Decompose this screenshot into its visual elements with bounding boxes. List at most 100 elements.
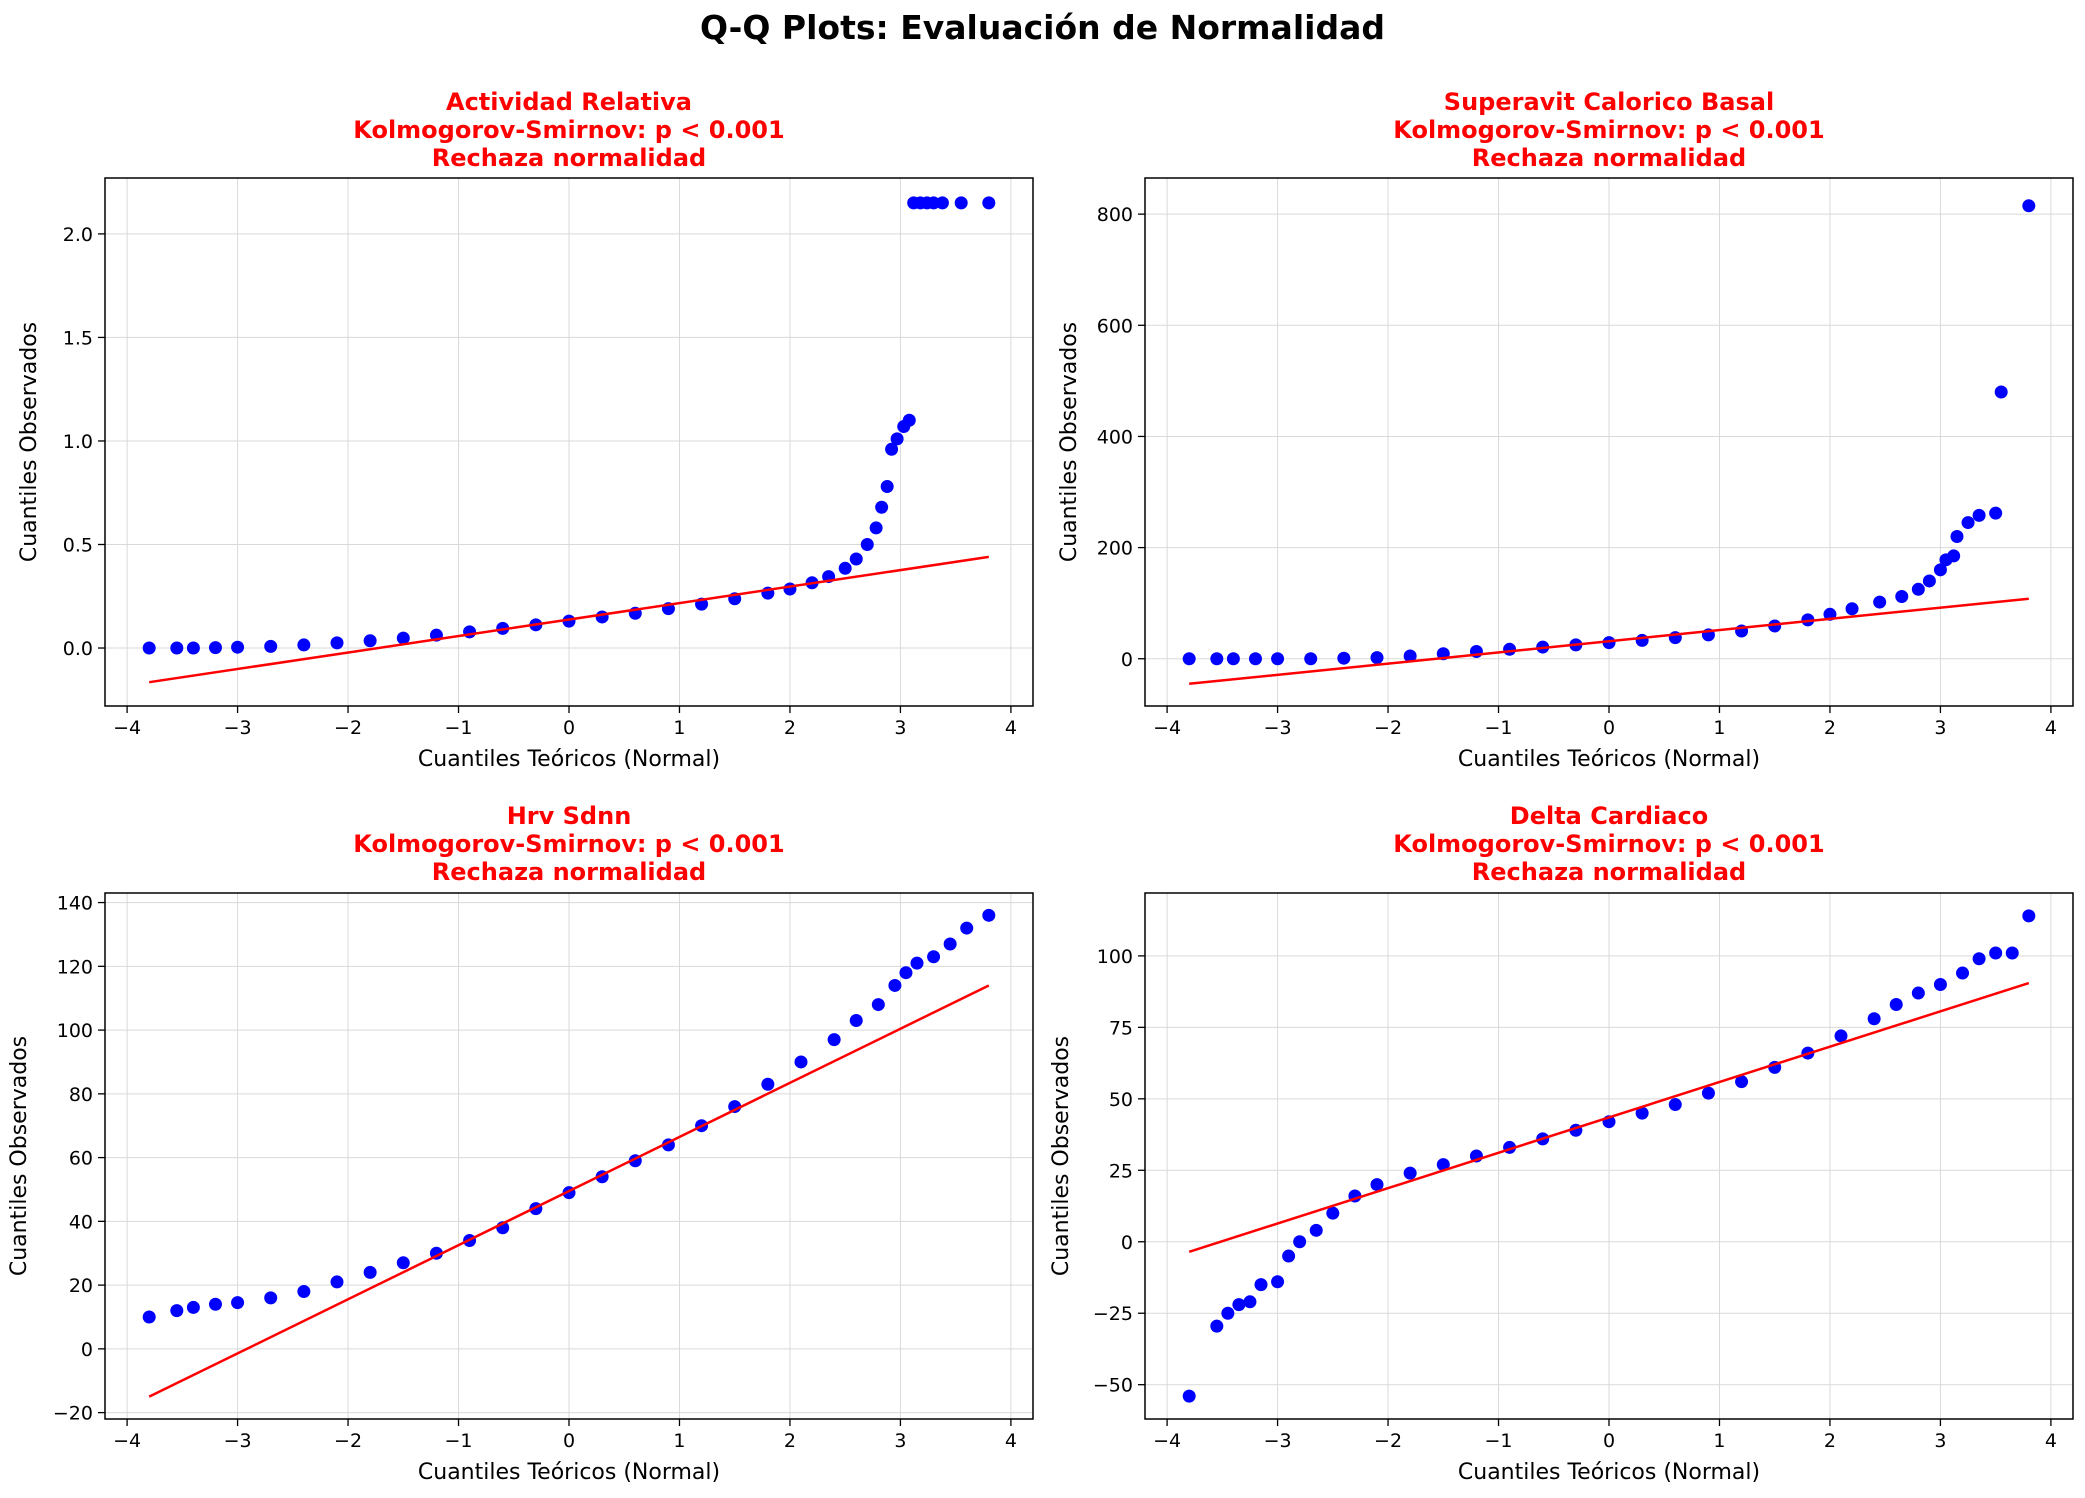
data-point	[1226, 652, 1240, 666]
data-point	[1182, 652, 1196, 666]
data-point	[1873, 595, 1887, 609]
data-point	[910, 956, 924, 970]
x-tick-label: 1	[1713, 717, 1725, 739]
data-point	[2022, 909, 2036, 923]
y-tick-label: 60	[69, 1148, 93, 1170]
data-point	[888, 978, 902, 992]
y-tick-label: 100	[1097, 946, 1133, 968]
qq-panel-superavit-calorico-basal: Superavit Calorico BasalKolmogorov-Smirn…	[1057, 88, 2074, 772]
reference-line	[148, 984, 990, 1398]
data-point	[186, 641, 200, 655]
data-point	[142, 1310, 156, 1324]
panel-title-line: Rechaza normalidad	[1472, 144, 1746, 172]
panel-title-line: Rechaza normalidad	[1472, 858, 1746, 886]
x-tick-label: −2	[1374, 717, 1402, 739]
y-axis-label: Cuantiles Observados	[1049, 1036, 1074, 1276]
data-point	[1602, 636, 1616, 650]
data-point	[330, 1275, 344, 1289]
data-point	[1895, 590, 1909, 604]
data-point	[1956, 966, 1970, 980]
data-point	[1182, 1389, 1196, 1403]
x-tick-label: 0	[563, 717, 575, 739]
data-point	[849, 552, 863, 566]
figure-title: Q-Q Plots: Evaluación de Normalidad	[700, 8, 1385, 47]
data-point	[927, 950, 941, 964]
data-point	[880, 480, 894, 494]
data-point	[728, 1100, 742, 1114]
y-tick-label: 0	[1121, 649, 1133, 671]
data-point	[1271, 652, 1285, 666]
x-tick-label: 0	[563, 1430, 575, 1452]
x-tick-label: −4	[1153, 717, 1181, 739]
data-point	[871, 998, 885, 1012]
x-tick-label: 3	[894, 717, 906, 739]
x-tick-label: 3	[1934, 1430, 1946, 1452]
data-point	[1210, 1319, 1224, 1333]
x-tick-label: 1	[673, 717, 685, 739]
data-point	[1845, 602, 1859, 616]
data-point	[1701, 1086, 1715, 1100]
y-tick-label: 40	[69, 1211, 93, 1233]
x-tick-label: −4	[113, 717, 141, 739]
data-point	[1326, 1206, 1340, 1220]
data-point	[1403, 649, 1417, 663]
data-point	[231, 1296, 245, 1310]
data-point	[982, 908, 996, 922]
data-point	[297, 1284, 311, 1298]
x-tick-label: −3	[1264, 717, 1292, 739]
data-point	[935, 196, 949, 210]
data-point	[1911, 986, 1925, 1000]
data-point	[1994, 385, 2008, 399]
data-point	[885, 442, 899, 456]
data-point	[1304, 652, 1318, 666]
data-point	[838, 561, 852, 575]
x-tick-label: 2	[784, 717, 796, 739]
y-axis-label: Cuantiles Observados	[7, 1036, 32, 1276]
data-point	[1801, 613, 1815, 627]
y-tick-label: 600	[1097, 315, 1133, 337]
x-tick-label: 2	[1824, 1430, 1836, 1452]
data-point	[297, 638, 311, 652]
data-point	[1403, 1166, 1417, 1180]
x-tick-label: 4	[2045, 717, 2057, 739]
data-point	[783, 582, 797, 596]
data-point	[1271, 1275, 1285, 1289]
data-point	[231, 640, 245, 654]
data-point	[1635, 1106, 1649, 1120]
x-axis-label: Cuantiles Teóricos (Normal)	[1458, 1460, 1760, 1485]
data-point	[1337, 651, 1351, 665]
data-point	[1503, 642, 1517, 656]
y-tick-label: 800	[1097, 204, 1133, 226]
y-tick-label: 120	[57, 956, 93, 978]
data-point	[902, 413, 916, 427]
data-point	[1735, 1075, 1749, 1089]
data-point	[264, 639, 278, 653]
y-tick-label: 2.0	[63, 224, 93, 246]
data-point	[827, 1033, 841, 1047]
y-tick-label: −50	[1093, 1375, 1133, 1397]
reference-line	[1188, 981, 2030, 1253]
data-point	[1961, 516, 1975, 530]
x-tick-label: 0	[1603, 1430, 1615, 1452]
panel-title-line: Delta Cardiaco	[1510, 802, 1708, 830]
x-tick-label: −1	[445, 1430, 473, 1452]
x-tick-label: −2	[334, 717, 362, 739]
data-point	[1210, 652, 1224, 666]
x-tick-label: −4	[113, 1430, 141, 1452]
data-point	[1436, 1158, 1450, 1172]
data-point	[1933, 563, 1947, 577]
y-tick-label: 20	[69, 1275, 93, 1297]
y-tick-label: 80	[69, 1084, 93, 1106]
x-tick-label: −3	[1264, 1430, 1292, 1452]
data-point	[1947, 549, 1961, 563]
reference-line	[149, 555, 989, 684]
panel-title-line: Actividad Relativa	[446, 88, 692, 116]
data-point	[363, 634, 377, 648]
y-tick-label: 50	[1109, 1089, 1133, 1111]
y-tick-label: −20	[53, 1403, 93, 1425]
data-point	[396, 631, 410, 645]
data-point	[860, 537, 874, 551]
data-point	[1768, 619, 1782, 633]
